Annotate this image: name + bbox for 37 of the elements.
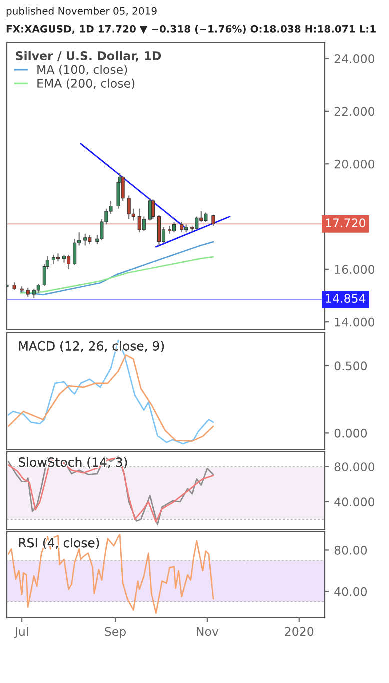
y-tick-label: 16.000 (335, 265, 375, 274)
candlestick (142, 216, 146, 232)
candlestick (73, 238, 77, 266)
x-tick-label: Sep (105, 627, 126, 638)
legend-title: Silver / U.S. Dollar, 1D (16, 51, 162, 62)
y-tick-label: 80.000 (334, 462, 375, 472)
ref-line-label: 17.720 (326, 218, 366, 228)
y-tick-label: 40.00 (334, 587, 368, 596)
text: published November 05, 2019 (6, 7, 157, 17)
y-tick-label: 24.000 (334, 54, 375, 64)
line-series (8, 340, 214, 445)
y-tick-label: 0.000 (334, 428, 368, 438)
candlestick (168, 225, 172, 234)
y-tick-label: 20.000 (334, 160, 375, 169)
line-series (20, 241, 214, 296)
candlestick (180, 221, 184, 234)
candlestick (151, 199, 155, 220)
x-tick-label: 2020 (285, 627, 314, 636)
candlestick (26, 287, 30, 298)
ref-line-label: 14.854 (326, 294, 366, 304)
y-tick-label: 40.000 (334, 498, 375, 507)
line-series (8, 354, 214, 442)
x-tick-label: Jul (14, 627, 28, 638)
candlestick (212, 214, 216, 227)
x-tick-label: Nov (197, 627, 219, 636)
legend-label: MA (100, close) (38, 65, 128, 76)
y-tick-label: 14.000 (335, 318, 375, 327)
y-tick-label: 22.000 (334, 107, 375, 116)
line-series (20, 256, 214, 294)
legend-label: EMA (200, close) (38, 78, 135, 90)
line-series (8, 534, 214, 614)
text: FX:XAGUSD, 1D 17.720 ▼ −0.318 (−1.76%) O:18.038 H:18.071 L:1 (6, 25, 376, 34)
y-tick-label: 80.00 (334, 546, 368, 555)
y-tick-label: 0.500 (334, 362, 368, 371)
candlestick (52, 254, 56, 265)
candlestick (84, 233, 88, 246)
candlestick (36, 283, 40, 294)
